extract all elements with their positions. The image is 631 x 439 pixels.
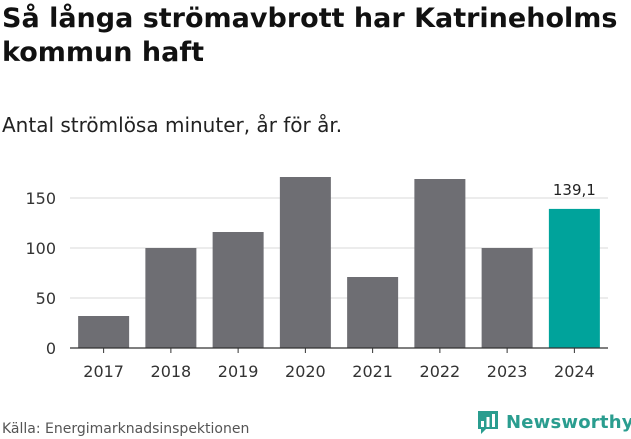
chart-title: Så långa strömavbrott har Katrineholms k…	[2, 3, 618, 68]
x-tick-label: 2024	[554, 362, 595, 381]
bar-2018	[145, 248, 197, 348]
newsworthy-logo: Newsworthy	[476, 408, 631, 436]
bar-2023	[481, 248, 533, 348]
y-tick-label: 150	[25, 189, 56, 208]
brand-name: Newsworthy	[506, 411, 631, 433]
x-tick-label: 2020	[285, 362, 326, 381]
y-tick-label: 100	[25, 239, 56, 258]
data-label: 139,1	[553, 181, 596, 199]
chart-subtitle: Antal strömlösa minuter, år för år.	[2, 113, 343, 137]
bar-2022	[414, 179, 466, 348]
bar-2021	[347, 277, 399, 348]
y-tick-label: 0	[46, 339, 56, 358]
bar-chart: 0 50 100 150 2017 2018 2019 2020 2021 2022 2023 202…	[25, 177, 608, 381]
source-note: Källa: Energimarknadsinspektionen	[2, 421, 250, 437]
bar-2024	[548, 208, 600, 348]
bar-2020	[279, 177, 331, 348]
bar-chart-icon	[478, 411, 498, 434]
bar-2019	[212, 232, 264, 348]
x-tick-label: 2021	[352, 362, 393, 381]
x-tick-label: 2022	[420, 362, 461, 381]
bar-2017	[78, 316, 130, 348]
x-tick-label: 2018	[151, 362, 192, 381]
x-tick-label: 2019	[218, 362, 259, 381]
x-tick-label: 2023	[487, 362, 528, 381]
y-tick-label: 50	[36, 289, 56, 308]
x-tick-label: 2017	[83, 362, 124, 381]
